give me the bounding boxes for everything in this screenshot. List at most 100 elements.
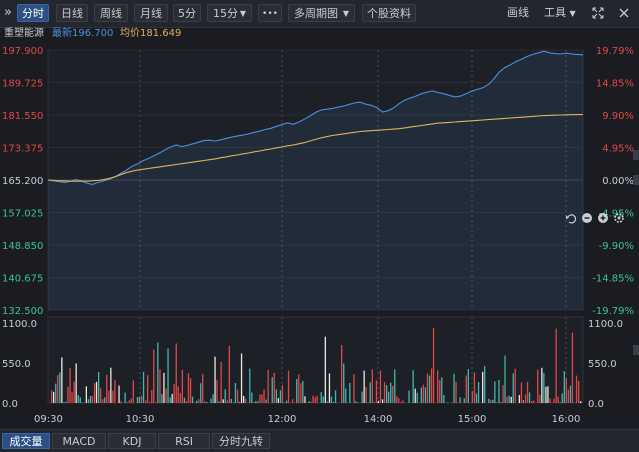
volume-bar	[245, 399, 246, 403]
volume-bar	[390, 383, 391, 403]
volume-bar	[382, 399, 383, 403]
volume-bar	[53, 392, 54, 403]
volume-tick-label-right: 1100.0	[588, 319, 623, 330]
volume-bar	[370, 382, 371, 403]
volume-bar	[366, 387, 367, 403]
volume-bar	[163, 373, 164, 403]
multi-period-label: 多周期图	[294, 7, 338, 20]
volume-bar	[429, 376, 430, 404]
volume-bar	[396, 396, 397, 403]
volume-bar	[468, 369, 469, 403]
volume-bar	[374, 402, 375, 403]
volume-bar	[102, 399, 103, 403]
volume-bar	[196, 401, 197, 403]
volume-tick-label: 0.0	[2, 399, 18, 410]
volume-bar	[259, 394, 260, 403]
tab-macd[interactable]: MACD	[52, 433, 106, 449]
zoom-out-icon-minus	[585, 217, 590, 218]
volume-bar	[51, 390, 52, 403]
volume-bar	[157, 343, 158, 404]
volume-bar	[139, 397, 140, 403]
volume-bar	[519, 395, 520, 403]
volume-bar	[204, 401, 205, 403]
volume-bar	[386, 385, 387, 403]
volume-bar	[178, 387, 179, 404]
volume-bar	[90, 396, 91, 403]
close-icon[interactable]	[618, 7, 630, 19]
tab-volume[interactable]: 成交量	[2, 433, 50, 449]
volume-bar	[176, 343, 177, 403]
volume-bar	[423, 385, 424, 403]
volume-bar	[484, 366, 485, 403]
volume-bar	[560, 402, 561, 403]
volume-bar	[521, 382, 522, 403]
volume-bar	[357, 403, 358, 404]
volume-bar	[310, 402, 311, 404]
volume-bar	[566, 378, 567, 403]
chevron-down-icon: ▼	[240, 5, 246, 23]
tab-kdj[interactable]: KDJ	[108, 433, 156, 449]
volume-bar	[251, 393, 252, 404]
price-tick-label: 132.500	[2, 306, 43, 317]
volume-bar	[376, 380, 377, 403]
tab-intraday-nine[interactable]: 分时九转	[212, 433, 270, 449]
volume-bar	[57, 375, 58, 403]
volume-bar	[180, 393, 181, 403]
tab-daily[interactable]: 日线	[56, 4, 88, 22]
volume-bar	[364, 371, 365, 403]
volume-bar	[129, 400, 130, 403]
volume-bar	[458, 402, 459, 403]
volume-bar	[451, 403, 452, 404]
volume-bar	[325, 337, 326, 403]
volume-bar	[61, 357, 62, 403]
expand-arrows-icon[interactable]	[592, 7, 604, 19]
volume-bar	[67, 387, 68, 403]
tab-rsi[interactable]: RSI	[158, 433, 210, 449]
volume-bar	[321, 392, 322, 403]
multi-period-select[interactable]: 多周期图 ▼	[288, 4, 355, 22]
volume-bar	[280, 390, 281, 403]
tab-intraday[interactable]: 分时	[17, 4, 49, 22]
volume-bar	[110, 368, 111, 403]
volume-bar	[276, 389, 277, 403]
volume-bar	[415, 389, 416, 403]
volume-bar	[108, 391, 109, 403]
volume-bar	[296, 379, 297, 403]
side-scroll-marker	[633, 150, 639, 160]
tab-5min[interactable]: 5分	[173, 4, 201, 22]
volume-bar	[55, 384, 56, 403]
time-tick-label: 10:30	[126, 414, 155, 425]
period-select[interactable]: 15分 ▼	[207, 4, 252, 22]
tab-weekly[interactable]: 周线	[94, 4, 128, 22]
volume-bar	[308, 401, 309, 403]
volume-bar	[227, 400, 228, 403]
tab-monthly[interactable]: 月线	[134, 4, 168, 22]
volume-bar	[74, 382, 75, 404]
volume-bar	[498, 380, 499, 403]
volume-bar	[268, 370, 269, 403]
volume-bar	[531, 401, 532, 403]
volume-bar	[433, 328, 434, 403]
volume-bar	[529, 392, 530, 403]
more-button[interactable]: •••	[258, 4, 282, 22]
stock-info-button[interactable]: 个股资料	[362, 4, 416, 22]
volume-bar	[153, 350, 154, 403]
volume-bar	[225, 389, 226, 403]
volume-bar	[509, 396, 510, 403]
volume-bar	[362, 392, 363, 403]
volume-bar	[127, 402, 128, 403]
volume-bar	[88, 399, 89, 403]
zoom-out-icon	[582, 213, 592, 223]
volume-bar	[570, 386, 571, 403]
volume-tick-label: 1100.0	[2, 319, 37, 330]
volume-bar	[131, 398, 132, 403]
volume-bar	[417, 393, 418, 403]
tools-label: 工具	[544, 6, 566, 19]
volume-bar	[466, 376, 467, 404]
double-chevron-right-icon[interactable]: »	[4, 4, 12, 22]
draw-line-button[interactable]: 画线	[507, 4, 529, 22]
volume-bar	[145, 400, 146, 403]
tools-menu[interactable]: 工具 ▼	[544, 4, 576, 22]
volume-bar	[455, 382, 456, 403]
